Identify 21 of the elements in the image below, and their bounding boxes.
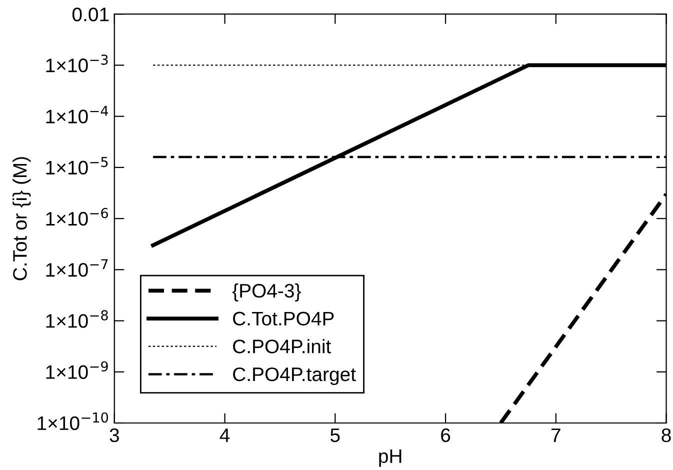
legend-label: C.PO4P.init bbox=[233, 339, 332, 354]
y-axis-title: C.Tot or {i} (M) bbox=[12, 157, 31, 280]
x-tick-label: 4 bbox=[220, 428, 230, 442]
legend-label: {PO4-3} bbox=[232, 283, 301, 302]
legend-label: C.Tot.PO4P bbox=[233, 312, 334, 326]
y-tick-label: 1×10$^{−10}$ bbox=[38, 412, 108, 430]
y-tick-label: 1×10$^{−4}$ bbox=[46, 106, 108, 124]
y-tick-label: 1×10$^{−9}$ bbox=[46, 361, 108, 379]
legend-label: C.PO4P.target bbox=[233, 367, 356, 386]
x-tick-label: 8 bbox=[662, 428, 671, 442]
x-axis-title: pH bbox=[379, 449, 402, 467]
x-tick-label: 7 bbox=[551, 428, 560, 442]
y-tick-label: 1×10$^{−5}$ bbox=[46, 156, 108, 175]
y-tick-label: 1×10$^{−8}$ bbox=[46, 310, 108, 328]
y-tick-label: 0.01 bbox=[72, 8, 109, 22]
y-tick-label: 1×10$^{−6}$ bbox=[46, 208, 108, 226]
y-tick-label: 1×10$^{−3}$ bbox=[46, 54, 108, 72]
x-tick-label: 5 bbox=[330, 428, 340, 442]
x-tick-label: 6 bbox=[441, 428, 450, 442]
x-tick-label: 3 bbox=[110, 428, 119, 442]
y-tick-label: 1×10$^{−7}$ bbox=[46, 259, 108, 277]
